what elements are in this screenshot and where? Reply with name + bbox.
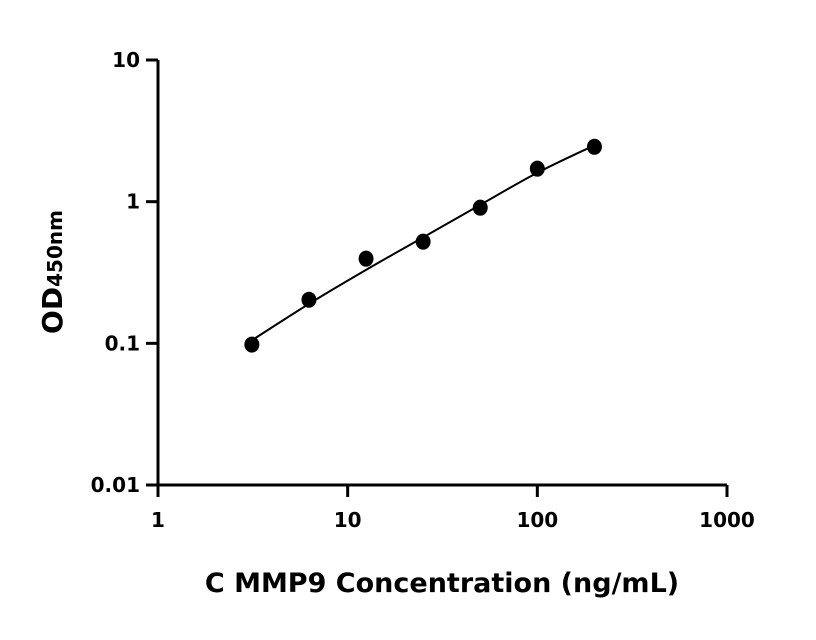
y-axis-label-main: OD (36, 287, 69, 334)
x-tick-label: 10 (334, 508, 362, 532)
data-point (301, 291, 317, 308)
data-point (586, 138, 602, 155)
x-tick-label: 1000 (699, 508, 755, 532)
y-tick-label: 10 (112, 48, 140, 72)
data-point (244, 336, 260, 353)
data-points (244, 138, 602, 353)
x-tick-label: 100 (516, 508, 558, 532)
y-tick-label: 1 (126, 190, 140, 214)
x-tick-label: 1 (151, 508, 165, 532)
y-tick-label: 0.01 (91, 473, 140, 497)
y-tick-label: 0.1 (105, 331, 140, 355)
data-point (529, 160, 545, 177)
data-point (472, 199, 488, 216)
y-axis-label-subscript: 450nm (43, 210, 67, 287)
y-axis-label: OD450nm (36, 210, 69, 334)
x-axis-label: C MMP9 Concentration (ng/mL) (205, 568, 679, 599)
data-point (358, 250, 374, 267)
axes: 1 10 100 1000 0.01 0.1 1 10 (91, 48, 755, 532)
data-point (415, 233, 431, 250)
